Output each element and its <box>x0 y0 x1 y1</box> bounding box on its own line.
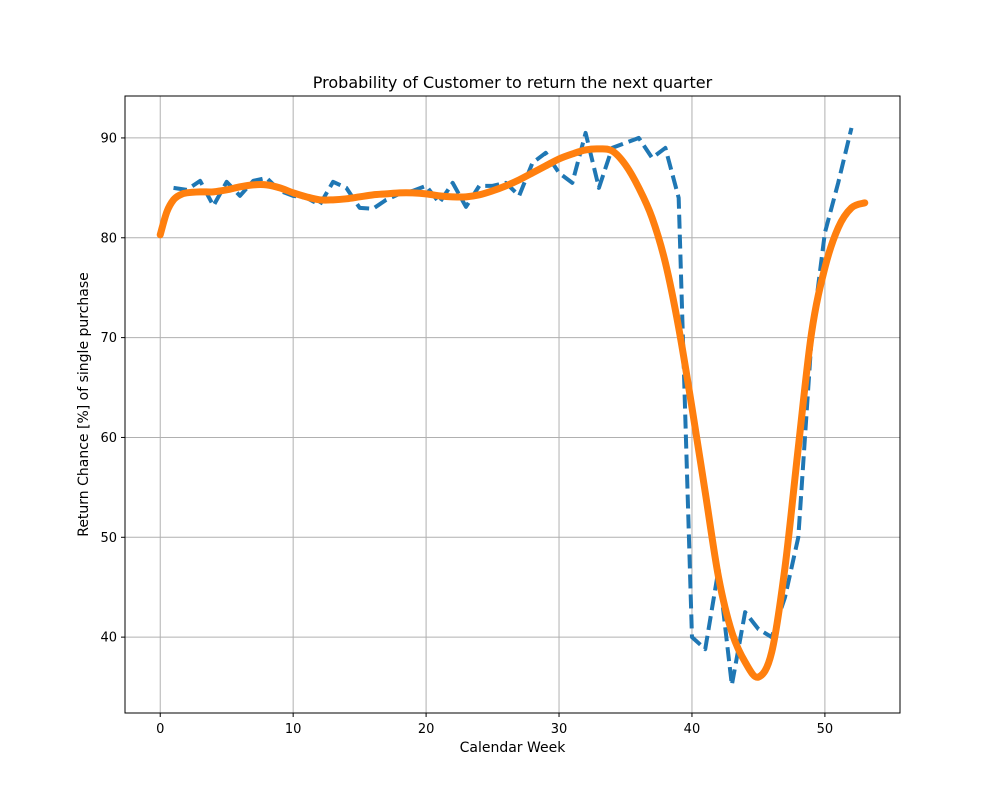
y-tick-label: 70 <box>100 331 117 346</box>
series-line-smoothed <box>156 145 869 681</box>
x-tick-label: 40 <box>684 722 701 737</box>
y-tick-label: 90 <box>100 131 117 146</box>
plot-frame <box>124 95 901 714</box>
series-line-dashed <box>173 127 854 688</box>
chart-title: Probability of Customer to return the ne… <box>313 73 713 92</box>
x-axis-label: Calendar Week <box>460 740 567 756</box>
y-axis-label: Return Chance [%] of single purchase <box>76 272 92 537</box>
x-tick-label: 10 <box>285 722 302 737</box>
x-tick-label: 20 <box>418 722 435 737</box>
y-tick-label: 60 <box>100 431 117 446</box>
x-tick-label: 30 <box>551 722 568 737</box>
y-axis-ticks: 40 50 60 70 80 90 <box>100 131 125 646</box>
y-tick-label: 50 <box>100 531 117 546</box>
x-axis-ticks: 0 10 20 30 40 50 <box>156 713 833 737</box>
y-tick-label: 40 <box>100 631 117 646</box>
y-tick-label: 80 <box>100 231 117 246</box>
series-layer <box>156 127 869 688</box>
x-tick-label: 50 <box>817 722 834 737</box>
x-tick-label: 0 <box>156 722 164 737</box>
